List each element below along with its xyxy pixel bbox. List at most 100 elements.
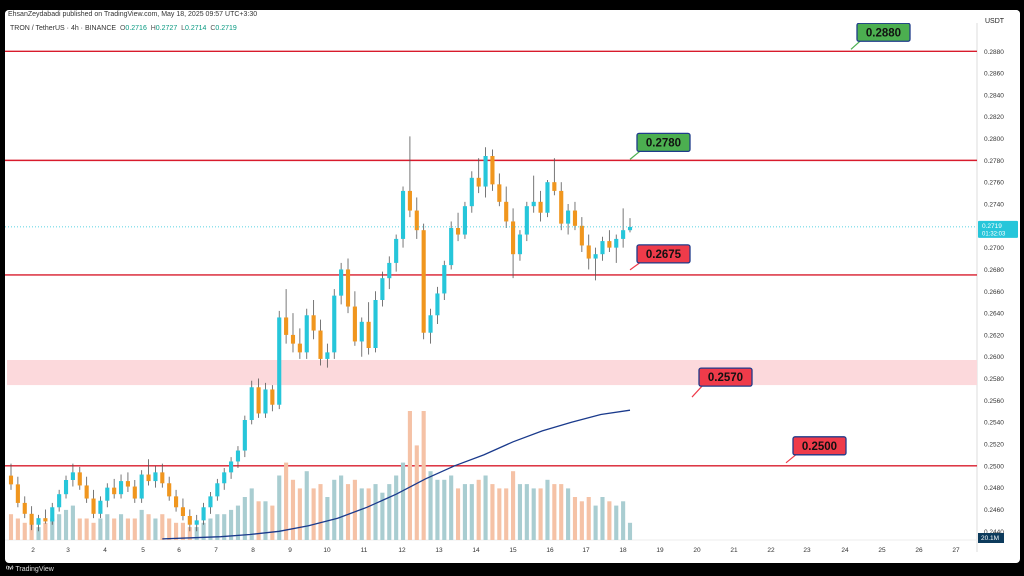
- volume-bar: [545, 479, 550, 540]
- candle-body: [318, 330, 323, 359]
- time-tick: 22: [767, 547, 775, 554]
- candle-body: [36, 518, 41, 525]
- volume-bar: [8, 514, 14, 540]
- candle-body: [105, 487, 110, 501]
- volume-bar: [201, 522, 206, 540]
- volume-bar: [339, 475, 344, 540]
- last-price-value: 0.2719: [982, 223, 1002, 230]
- candle-body: [132, 486, 137, 499]
- time-tick: 15: [509, 547, 517, 554]
- candle-body: [167, 483, 172, 497]
- high-value: 0.2727: [155, 25, 178, 32]
- volume-bar: [105, 514, 110, 540]
- volume-bar: [394, 475, 399, 540]
- candle-body: [8, 475, 14, 485]
- callout-label: 0.2500: [802, 441, 837, 453]
- time-tick: 4: [103, 547, 107, 554]
- volume-bar: [614, 505, 619, 540]
- price-tick: 0.2860: [984, 71, 1004, 78]
- time-tick: 21: [730, 547, 738, 554]
- open-value: 0.2716: [125, 25, 147, 32]
- volume-bar: [414, 445, 419, 540]
- candle-body: [552, 182, 557, 191]
- volume-bar: [256, 501, 261, 540]
- volume-bar: [284, 462, 289, 540]
- candle-body: [50, 507, 55, 522]
- time-tick: 20: [693, 547, 701, 554]
- candle-body: [366, 321, 371, 348]
- volume-bar: [118, 514, 124, 540]
- volume-bar: [297, 488, 302, 540]
- volume-bar: [187, 527, 192, 540]
- volume-bar: [504, 488, 509, 540]
- volume-bar: [387, 484, 392, 540]
- candle-body: [98, 500, 103, 514]
- candle-body: [352, 306, 357, 342]
- time-tick: 13: [435, 547, 443, 554]
- volume-bar: [455, 488, 461, 540]
- volume-bar: [70, 505, 75, 540]
- volume-bar: [146, 514, 151, 540]
- candle-body: [215, 483, 220, 497]
- candle-body: [572, 210, 578, 226]
- volume-bar: [400, 462, 406, 540]
- volume-bar: [22, 522, 27, 540]
- tradingview-logo-icon: ⁽ᵗᵛ⁾: [6, 566, 14, 573]
- candle-body: [490, 156, 495, 185]
- volume-bar: [462, 484, 467, 540]
- volume-bar: [579, 501, 584, 540]
- low-label: L: [181, 25, 186, 32]
- callout-label: 0.2675: [646, 249, 682, 261]
- price-tick: 0.2500: [984, 463, 1004, 470]
- candle-body: [256, 387, 261, 414]
- volume-bar: [36, 527, 41, 540]
- volume-bar: [160, 514, 165, 540]
- candle-body: [449, 228, 454, 266]
- time-tick: 6: [177, 547, 181, 554]
- volume-value: 20.1M: [981, 535, 999, 542]
- candle-body: [63, 480, 69, 495]
- price-tick: 0.2580: [984, 376, 1004, 383]
- volume-bar: [180, 522, 186, 540]
- price-tick: 0.2760: [984, 180, 1004, 187]
- moving-average-line: [162, 409, 631, 540]
- candle-body: [511, 221, 516, 255]
- volume-bar: [490, 484, 495, 540]
- price-chart[interactable]: 0.2440 0.2460 0.2480 0.2500 0.2520 0.2540 0.25…: [5, 10, 1020, 563]
- candle-body: [600, 241, 605, 255]
- volume-bar: [566, 488, 571, 540]
- volume-bar: [524, 484, 529, 540]
- volume-bar: [235, 505, 241, 540]
- time-tick: 9: [288, 547, 292, 554]
- candle-body: [394, 238, 399, 263]
- price-tick: 0.2540: [984, 420, 1004, 427]
- candle-body: [483, 156, 488, 187]
- candle-body: [174, 496, 179, 508]
- time-tick: 8: [251, 547, 255, 554]
- time-tick: 24: [841, 547, 849, 554]
- candle-body: [566, 210, 571, 224]
- chart-frame: 0.2440 0.2460 0.2480 0.2500 0.2520 0.2540 0.25…: [5, 10, 1020, 563]
- currency-label[interactable]: USDT: [985, 18, 1005, 25]
- candle-body: [146, 474, 151, 482]
- price-tick: 0.2700: [984, 245, 1004, 252]
- candle-body: [476, 177, 481, 187]
- volume-bar: [627, 522, 633, 540]
- candle-body: [57, 494, 62, 508]
- candle-body: [400, 190, 406, 239]
- symbol-name[interactable]: TRON / TetherUS · 4h · BINANCE: [10, 25, 117, 32]
- candle-body: [455, 228, 461, 235]
- price-tick: 0.2560: [984, 398, 1004, 405]
- volume-bar: [139, 509, 144, 540]
- candle-body: [359, 321, 364, 342]
- volume-bar: [304, 471, 309, 540]
- candle-body: [194, 520, 199, 525]
- volume-bar: [318, 484, 323, 540]
- tradingview-brand[interactable]: ⁽ᵗᵛ⁾ TradingView: [6, 565, 54, 573]
- volume-bar: [77, 518, 82, 540]
- candle-body: [139, 474, 144, 499]
- candle-body: [414, 210, 419, 231]
- candle-body: [29, 513, 34, 525]
- volume-bar: [352, 479, 357, 540]
- volume-bar: [242, 497, 247, 540]
